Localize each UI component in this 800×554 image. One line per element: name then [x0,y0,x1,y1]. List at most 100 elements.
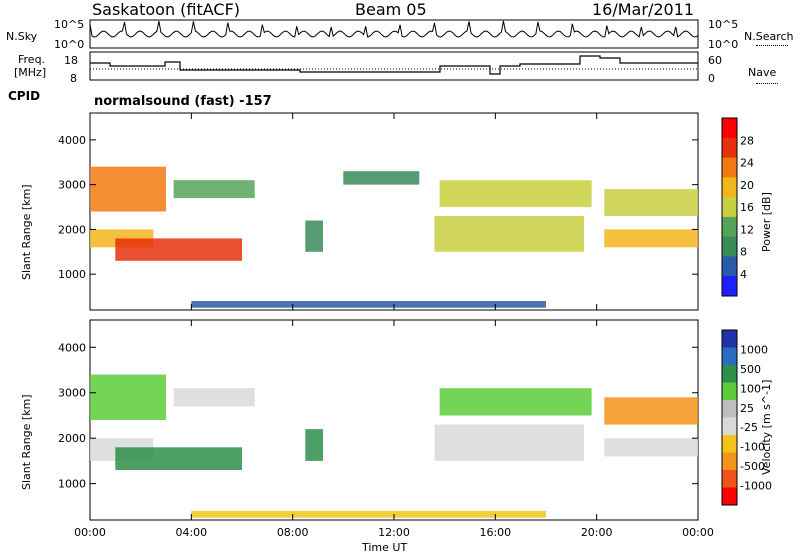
x-tick-label: 16:00 [479,526,511,539]
power-panel-echo-region [343,171,420,185]
velocity-panel-echo-region [90,374,166,420]
x-tick-label: 08:00 [277,526,309,539]
velocity-colorbar-swatch [722,452,737,471]
velocity-panel-ytick-label: 2000 [58,432,86,445]
velocity-colorbar-swatch [722,487,737,506]
noise-search-label: N.Search [744,30,794,43]
power-colorbar-swatch [722,157,737,178]
x-tick-label: 00:00 [682,526,714,539]
velocity-colorbar-swatch [722,417,737,436]
nave-label: Nave [748,66,777,79]
nave-tick-bottom: 0 [708,72,715,85]
velocity-panel-ytick-label: 4000 [58,341,86,354]
power-panel-ytick-label: 2000 [58,223,86,236]
power-panel-echo-region [439,180,592,208]
velocity-panel-frame [89,319,699,521]
velocity-panel-echo-region [604,438,698,457]
power-panel-echo-region [305,220,323,252]
power-colorbar-tick-label: 12 [740,223,754,236]
power-panel-frame [89,112,699,311]
power-colorbar-tick-label: 4 [740,268,747,281]
velocity-panel-ytick-label: 3000 [58,387,86,400]
noise-scale-top: 10^5 [54,18,85,31]
velocity-colorbar-frame [721,329,738,506]
date-title: 16/Mar/2011 [592,0,695,19]
power-colorbar-swatch [722,197,737,218]
power-panel-echo-region [115,238,242,261]
power-colorbar-tick-label: 20 [740,179,754,192]
velocity-colorbar-tick-label: 25 [740,402,754,415]
power-colorbar-tick-label: 8 [740,246,747,259]
velocity-colorbar-swatch [722,400,737,418]
velocity-colorbar-label: Velocity [m s^-1] [760,379,773,475]
freq-tick-top: 18 [64,54,78,67]
power-colorbar-label: Power [dB] [760,192,773,252]
x-tick-label: 04:00 [175,526,207,539]
velocity-panel-echo-region [439,388,592,416]
cpid-text: normalsound (fast) -157 [94,94,272,109]
nave-legend-line [756,83,778,84]
velocity-colorbar-tick-label: -500 [740,460,765,473]
velocity-colorbar-swatch [722,382,737,401]
velocity-colorbar-swatch [722,365,737,383]
x-axis-label: Time UT [362,541,408,554]
power-y-axis-label: Slant Range [km] [20,184,33,280]
power-panel-ytick-label: 1000 [58,268,86,281]
velocity-colorbar-tick-label: 1000 [740,343,768,356]
power-colorbar-tick-label: 24 [740,157,754,170]
velocity-colorbar-tick-label: -1000 [740,480,772,493]
power-colorbar-frame [721,117,738,297]
velocity-colorbar-swatch [722,347,737,366]
beam-title: Beam 05 [355,0,427,19]
velocity-panel-ytick-label: 1000 [58,478,86,491]
velocity-colorbar-tick-label: 100 [740,382,761,395]
velocity-panel-echo-region [604,397,698,425]
velocity-panel-echo-region [173,388,255,407]
freq-trace [90,55,698,75]
velocity-panel-echo-region [434,424,584,461]
x-tick-label: 00:00 [74,526,106,539]
noise-sky-trace [89,20,699,38]
power-colorbar-swatch [722,216,737,238]
noise-search-legend-line [756,45,788,46]
x-tick-label: 12:00 [378,526,410,539]
power-colorbar-swatch [722,118,737,139]
velocity-colorbar-tick-label: 500 [740,363,761,376]
power-colorbar-tick-label: 28 [740,134,754,147]
power-colorbar-swatch [722,137,737,159]
velocity-colorbar-tick-label: -25 [740,421,758,434]
noise-sky-label: N.Sky [6,30,38,43]
cpid-label: CPID [8,89,41,103]
power-panel-ytick-label: 4000 [58,134,86,147]
power-colorbar-swatch [722,177,737,198]
velocity-panel-echo-region [191,510,547,518]
velocity-colorbar-tick-label: -100 [740,441,765,454]
power-colorbar-swatch [722,236,737,257]
power-panel-ytick-label: 3000 [58,179,86,192]
velocity-colorbar-swatch [722,470,737,488]
power-panel-echo-region [191,301,547,308]
noise-scale-bottom-right: 10^0 [708,38,739,51]
freq-label: Freq. [18,53,46,66]
noise-scale-bottom: 10^0 [54,38,85,51]
power-panel-echo-region [604,229,698,248]
power-panel-echo-region [173,180,255,199]
x-tick-label: 20:00 [581,526,613,539]
nave-tick-top: 60 [708,54,722,67]
freq-unit-label: [MHz] [14,66,47,79]
freq-tick-bottom: 8 [70,72,77,85]
noise-scale-top-right: 10^5 [708,18,739,31]
power-colorbar-swatch [722,256,737,277]
freq-panel-frame [89,51,699,81]
power-colorbar-swatch [722,276,737,297]
power-panel-echo-region [434,216,584,252]
power-colorbar-tick-label: 16 [740,201,754,214]
velocity-panel-echo-region [305,429,323,461]
power-panel-echo-region [90,166,166,212]
station-title: Saskatoon (fitACF) [92,0,241,19]
velocity-colorbar-swatch [722,435,737,453]
velocity-colorbar-swatch [722,330,737,348]
velocity-y-axis-label: Slant Range [km] [20,394,33,490]
